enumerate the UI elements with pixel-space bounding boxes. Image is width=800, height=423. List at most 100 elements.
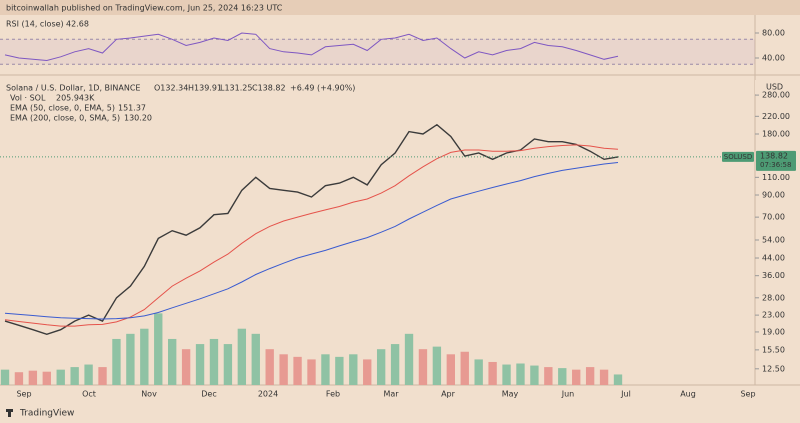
volume-bar [544,367,553,385]
volume-bar [223,344,233,385]
ema-line [4,162,619,320]
volume-bar [126,333,135,385]
volume-bar [460,351,469,385]
volume-bar [112,338,121,385]
currency-box[interactable] [755,80,800,94]
legend-name: EMA (50, close, 0, EMA, 5) [10,104,115,113]
volume-bar [154,313,163,385]
volume-bar [70,367,79,385]
legend-value: 130.20 [124,114,152,123]
y-tick-label: 70.00 [762,213,785,222]
y-tick-label: 54.00 [762,235,785,244]
x-tick-label: Feb [326,390,340,399]
volume-bar [321,354,330,385]
volume-bar [0,369,10,385]
y-tick-label: 110.00 [762,173,790,182]
volume-bar [335,356,344,385]
volume-bar [237,328,247,385]
header-bar [0,0,800,15]
volume-bar [613,374,623,385]
x-tick-label: May [502,390,519,399]
x-tick-label: Mar [383,390,399,399]
volume-bar [558,368,567,385]
x-tick-label: 2024 [258,390,278,399]
volume-bar [502,364,511,385]
volume-bar [209,338,219,385]
y-tick-label: 280.00 [762,91,790,100]
volume-bar [572,369,581,385]
countdown: 07:36:58 [760,161,791,169]
volume-bar [279,354,288,385]
rsi-value: 42.68 [66,20,89,29]
currency: USD [766,83,783,92]
legend-name: EMA (200, close, 0, SMA, 5) [10,114,120,123]
legend-value: 151.37 [118,104,146,113]
x-tick-label: Sep [16,390,31,399]
rsi-tick-label: 40.00 [762,54,785,63]
x-tick-label: Nov [141,390,157,399]
volume-bar [474,359,483,385]
volume-bar [140,328,149,385]
rsi-band [0,39,755,65]
x-tick-label: Apr [441,390,456,399]
symbol-tag-box [722,151,754,162]
volume-bar [349,354,358,385]
y-tick-label: 36.00 [762,271,785,280]
volume-bar [488,361,497,385]
y-tick-label: 90.00 [762,191,785,200]
y-tick-label: 44.00 [762,254,785,263]
x-tick-label: Jun [561,390,575,399]
volume-bar [307,359,316,385]
volume-bar [530,365,539,385]
volume-bar [56,369,65,385]
x-tick-label: Oct [82,390,96,399]
volume-bar [195,344,205,385]
volume-bar [181,349,191,385]
rsi-title: RSI (14, close) [6,20,64,29]
volume-bar [446,354,455,385]
volume-bar [251,333,260,385]
symbol-tag: SOLUSD [724,153,752,161]
footer-logo: TradingView [19,409,74,419]
volume-bar [28,370,38,385]
x-tick-label: Sep [740,390,755,399]
volume-bar [84,364,93,385]
volume-bar [363,359,372,385]
price-change: +6.49 (+4.90%) [290,84,355,93]
y-tick-label: 28.00 [762,293,785,302]
volume-name: Vol · SOL [10,94,46,103]
y-tick-label: 180.00 [762,129,790,138]
volume-bar [265,349,274,385]
y-tick-label: 19.00 [762,327,785,336]
y-tick-label: 220.00 [762,112,790,121]
volume-bar [293,356,302,385]
volume-bar [585,367,595,385]
y-tick-label: 15.50 [762,345,785,354]
ohlc-value: H139.91 [188,84,222,93]
y-tick-label: 23.00 [762,311,785,320]
last-price: 138.82 [760,151,788,160]
volume-bar [404,333,414,385]
ohlc-value: L131.25 [220,84,252,93]
y-tick-label: 12.50 [762,364,785,373]
ohlc-value: C138.82 [252,84,286,93]
volume-bar [418,349,428,385]
rsi-tick-label: 80.00 [762,29,785,38]
volume-bar [432,346,442,385]
volume-bar [42,371,51,385]
symbol-title: Solana / U.S. Dollar, 1D, BINANCE [6,84,140,93]
rsi-line [4,32,619,62]
volume-bar [98,367,107,385]
x-tick-label: Jul [620,390,631,399]
volume-bar [390,344,400,385]
volume-bar [14,372,24,385]
volume-bar [599,369,609,385]
ohlc-value: O132.34 [154,84,188,93]
ema-line [4,144,619,327]
last-price-box [756,150,796,171]
volume-bar [168,338,177,385]
volume-value: 205.943K [56,94,95,103]
volume-bar [516,363,525,385]
x-tick-label: Aug [680,390,696,399]
